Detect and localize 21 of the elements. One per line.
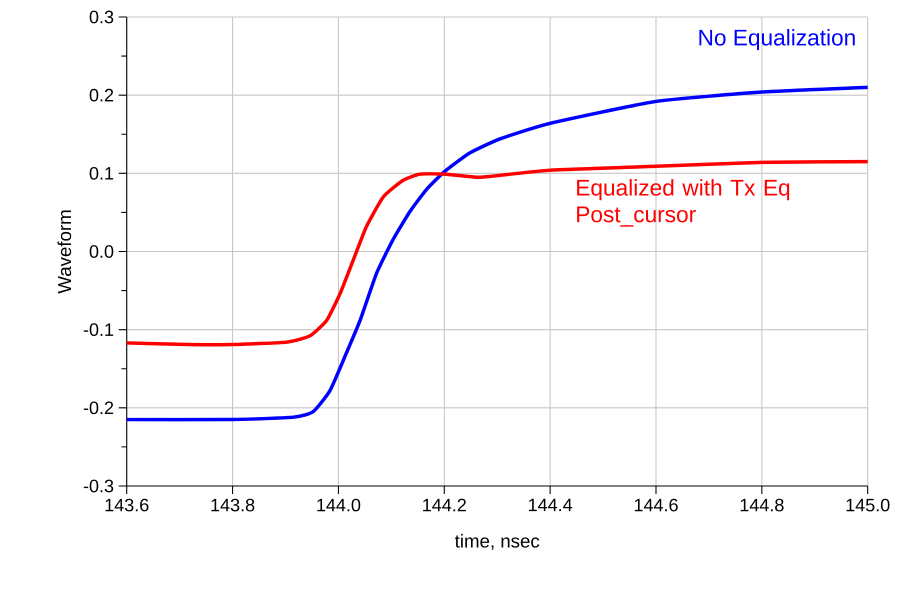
x-tick-label: 144.2 [423, 498, 466, 512]
series-label: No Equalization [699, 28, 855, 50]
y-tick-label: -0.1 [84, 323, 114, 336]
x-tick-label: 143.6 [106, 498, 148, 512]
y-tick-label: -0.2 [84, 401, 114, 414]
y-tick-label: -0.3 [84, 480, 114, 492]
y-tick-label: 0.3 [90, 10, 114, 24]
x-tick-label: 144.0 [317, 498, 360, 512]
y-axis-title: Waveform [57, 210, 72, 294]
y-tick-label: 0.0 [90, 245, 114, 258]
y-tick-label: 0.1 [90, 166, 114, 180]
x-tick-label: 145.0 [846, 498, 890, 512]
x-tick-label: 144.4 [528, 498, 572, 512]
y-tick-label: 0.2 [90, 88, 114, 102]
x-tick-label: 143.8 [211, 498, 254, 512]
x-tick-label: 144.6 [634, 498, 678, 512]
series-label: Equalized with Tx Eq Post_cursor [577, 179, 790, 227]
x-tick-label: 144.8 [740, 498, 784, 512]
line-series [124, 86, 870, 422]
x-axis-title: time, nsec [454, 534, 540, 550]
line-series [124, 160, 870, 346]
